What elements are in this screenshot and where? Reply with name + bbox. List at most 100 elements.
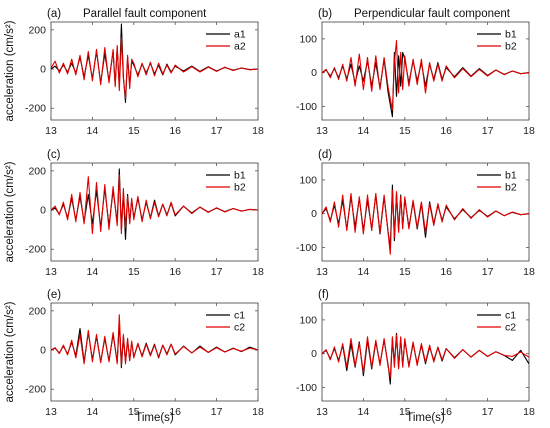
x-tick-label: 13 [316,406,328,418]
x-tick-label: 18 [523,125,535,137]
y-tick-label: 100 [299,314,317,326]
x-tick-label: 18 [523,266,535,278]
plot-frame [50,162,259,262]
panel-label: (e) [47,289,61,301]
y-tick-label: 0 [40,205,46,217]
plot-frame [50,21,259,121]
x-tick-label: 13 [45,125,57,137]
x-tick-label: 15 [399,406,411,418]
series-line-c1 [322,332,529,385]
y-tick-label: 100 [299,33,317,45]
x-tick-label: 14 [87,125,99,137]
x-tick-label: 17 [211,266,223,278]
legend-label-b2: b2 [505,41,517,53]
y-tick-label: -200 [25,384,46,396]
legend-label-c2: c2 [505,322,516,334]
panel-title: Parallel fault component [83,8,207,20]
y-tick-label: 0 [311,208,317,220]
x-tick-label: 13 [45,406,57,418]
x-tick-label: 18 [523,406,535,418]
x-tick-label: 15 [399,125,411,137]
x-tick-label: 18 [252,266,264,278]
x-tick-label: 15 [128,125,140,137]
x-tick-label: 16 [169,406,181,418]
x-tick-label: 15 [399,266,411,278]
x-tick-label: 13 [45,266,57,278]
series-line-b1 [322,51,529,118]
x-tick-label: 14 [358,406,370,418]
x-tick-label: 13 [316,125,328,137]
x-tick-label: 16 [440,125,452,137]
x-tick-label: 16 [169,125,181,137]
x-tick-label: 14 [87,406,99,418]
y-tick-label: 200 [28,24,46,36]
y-tick-label: 0 [40,64,46,76]
y-tick-label: -100 [296,382,317,394]
y-tick-label: 0 [311,67,317,79]
y-tick-label: -200 [25,244,46,256]
series-line-b2 [322,40,529,111]
y-tick-label: -200 [25,103,46,115]
legend-label-c2: c2 [234,322,245,334]
x-axis-label: Time(s) [135,412,174,424]
legend-label-b1: b1 [505,170,517,182]
x-tick-label: 15 [128,406,140,418]
panel-label: (c) [47,149,61,161]
plot-frame [50,302,259,402]
x-tick-label: 18 [252,406,264,418]
legend-label-a1: a1 [234,29,246,41]
x-tick-label: 15 [128,266,140,278]
series-line-b2 [51,174,258,235]
x-tick-label: 17 [211,406,223,418]
legend-label-b2: b2 [234,182,246,194]
y-axis-label: acceleration (cm/s²) [4,20,16,121]
x-tick-label: 16 [440,266,452,278]
y-axis-label: acceleration (cm/s²) [4,301,16,402]
x-tick-label: 13 [316,266,328,278]
y-tick-label: 100 [299,174,317,186]
x-axis-label: Time(s) [406,412,445,424]
panel-title: Perpendicular fault component [354,8,511,20]
panel-label: (f) [318,289,329,301]
plot-frame [321,21,530,121]
panel-label: (b) [318,8,332,20]
plot-frame [321,162,530,262]
legend-label-b1: b1 [505,29,517,41]
series-line-c2 [51,314,258,367]
legend-label-c1: c1 [234,310,245,322]
legend-label-b1: b1 [234,170,246,182]
legend-label-b2: b2 [505,182,517,194]
x-tick-label: 17 [482,266,494,278]
panel-label: (a) [47,8,61,20]
x-tick-label: 16 [169,266,181,278]
y-tick-label: 0 [311,348,317,360]
series-line-a2 [51,37,258,99]
series-line-c2 [322,334,529,378]
x-tick-label: 17 [211,125,223,137]
y-tick-label: -100 [296,242,317,254]
series-line-b2 [322,189,529,255]
y-axis-label: acceleration (cm/s²) [4,161,16,262]
x-tick-label: 17 [482,125,494,137]
plot-frame [321,302,530,402]
x-tick-label: 17 [482,406,494,418]
legend-label-a2: a2 [234,41,246,53]
y-tick-label: -100 [296,101,317,113]
x-tick-label: 14 [358,266,370,278]
series-line-a1 [51,23,258,103]
y-tick-label: 0 [40,345,46,357]
panel-label: (d) [318,149,332,161]
y-tick-label: 200 [28,305,46,317]
x-tick-label: 16 [440,406,452,418]
x-tick-label: 14 [87,266,99,278]
x-tick-label: 14 [358,125,370,137]
legend-label-c1: c1 [505,310,516,322]
